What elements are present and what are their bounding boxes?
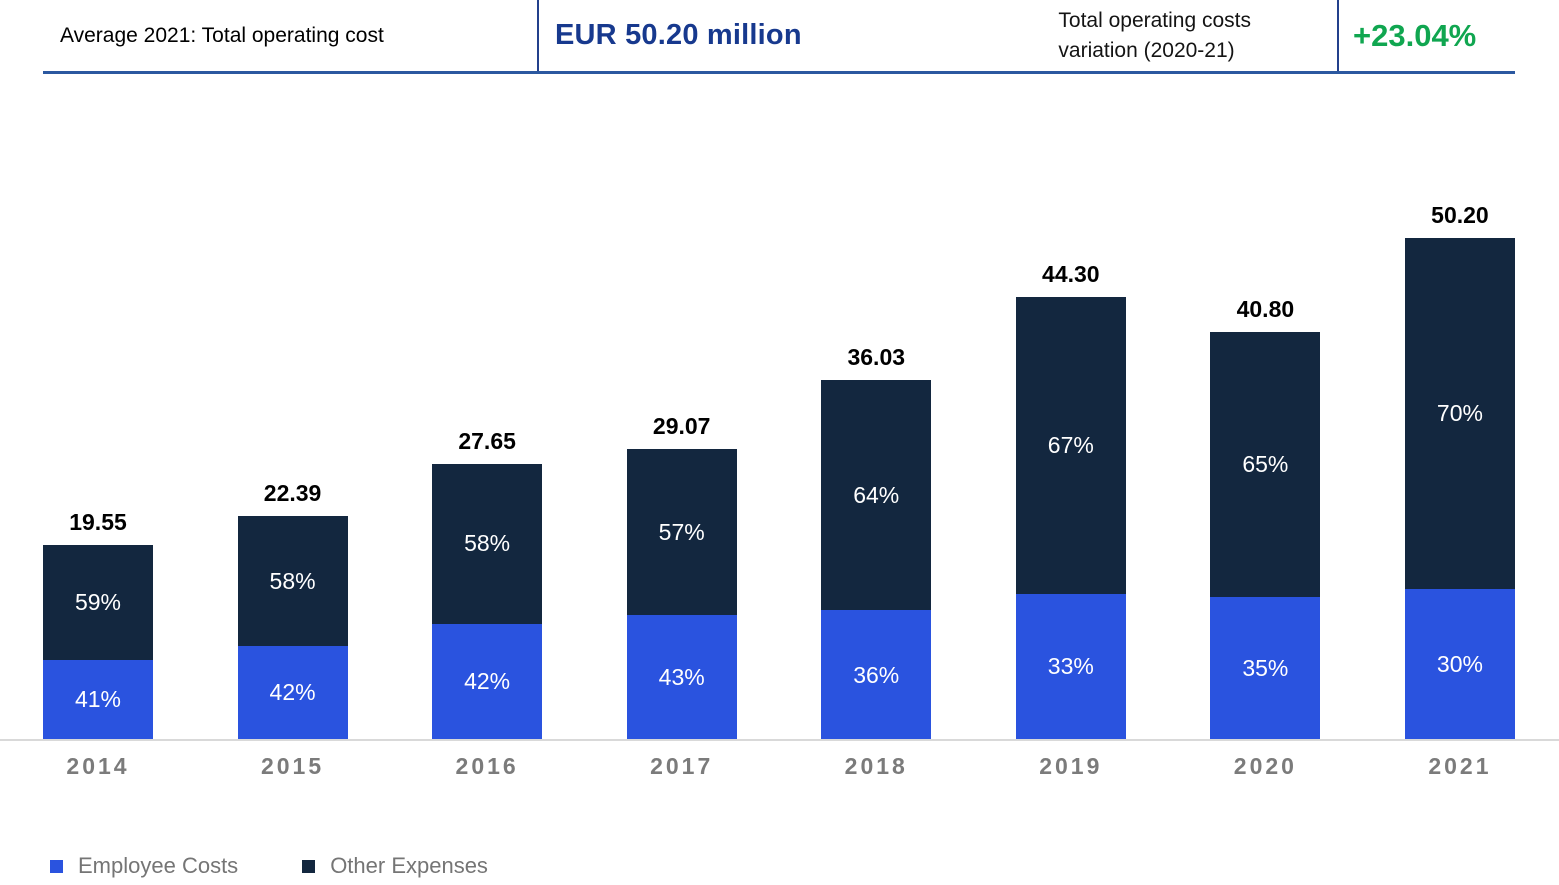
bar-column-2014: 19.55 59% 41% [43,509,153,740]
segment-employee-costs: 42% [432,623,543,740]
bar-column-2018: 36.03 64% 36% [821,343,932,740]
segment-percent-label: 42% [269,679,316,706]
segment-percent-label: 70% [1436,400,1483,427]
legend-label: Employee Costs [78,853,239,878]
segment-other-expenses: 67% [1015,297,1126,594]
bars-container: 19.55 59% 41% 22.39 58% 42% 27.65 58% 42% 29.07 57… [43,0,1515,740]
stacked-bar: 65% 35% [1210,332,1321,740]
segment-employee-costs: 35% [1210,597,1321,740]
total-value-label: 50.20 [1431,202,1489,229]
segment-percent-label: 58% [464,530,511,557]
chart-legend: Employee Costs Other Expenses [50,853,488,879]
segment-percent-label: 35% [1242,655,1289,682]
total-value-label: 27.65 [458,427,516,454]
stacked-bar: 57% 43% [626,449,737,740]
legend-swatch-icon [302,859,316,873]
kpi-header: Average 2021: Total operating cost EUR 5… [43,0,1515,74]
legend-swatch-icon [50,859,63,873]
total-value-label: 40.80 [1236,296,1295,323]
x-axis-tick-label: 2016 [455,753,519,779]
x-axis-tick-label: 2014 [66,753,130,779]
legend-label: Other Expenses [330,853,488,878]
variation-value: +23.04% [1353,17,1477,53]
segment-employee-costs: 36% [821,610,932,740]
segment-percent-label: 30% [1436,651,1483,678]
average-cost-label: Average 2021: Total operating cost [60,23,384,47]
bar-column-2017: 29.07 57% 43% [626,413,737,740]
segment-employee-costs: 30% [1404,589,1515,740]
segment-other-expenses: 59% [43,544,153,660]
segment-employee-costs: 41% [43,659,153,740]
segment-employee-costs: 33% [1015,593,1126,740]
segment-other-expenses: 65% [1210,332,1321,598]
kpi-value-cell: EUR 50.20 million Total operating costs … [537,0,1337,71]
segment-percent-label: 42% [464,668,511,695]
variation-label: Total operating costs variation (2020-21… [1058,6,1251,66]
bar-column-2020: 40.80 65% 35% [1210,296,1321,740]
segment-other-expenses: 64% [821,379,932,611]
bar-column-2015: 22.39 58% 42% [237,480,348,740]
stacked-bar: 58% 42% [432,463,543,740]
total-value-label: 19.55 [69,508,127,535]
segment-percent-label: 33% [1047,653,1094,680]
segment-percent-label: 57% [658,518,705,545]
x-axis-tick-label: 2021 [1428,753,1492,779]
bar-column-2021: 50.20 70% 30% [1404,202,1515,740]
segment-other-expenses: 57% [626,449,737,615]
variation-label-line2: variation (2020-21) [1058,38,1235,62]
total-value-label: 29.07 [652,413,711,440]
total-value-label: 44.30 [1042,261,1100,288]
segment-employee-costs: 43% [626,615,737,740]
segment-percent-label: 58% [269,567,316,594]
legend-item: Employee Costs [50,853,238,879]
bar-column-2016: 27.65 58% 42% [432,427,543,740]
x-axis-tick-label: 2020 [1233,753,1297,779]
x-axis-tick-label: 2015 [260,753,325,779]
segment-percent-label: 64% [853,481,900,508]
average-cost-value: EUR 50.20 million [555,19,802,51]
segment-percent-label: 59% [74,588,122,615]
segment-percent-label: 41% [74,686,122,713]
stacked-bar: 58% 42% [237,516,348,740]
stacked-bar: 59% 41% [43,544,153,740]
segment-percent-label: 67% [1047,431,1094,458]
variation-label-line1: Total operating costs [1058,8,1251,32]
segment-other-expenses: 58% [237,516,348,646]
segment-percent-label: 65% [1242,451,1289,478]
kpi-average-cell: Average 2021: Total operating cost [43,0,537,71]
x-axis-labels: 2014 2015 2016 2017 2018 2019 2020 2021 [43,753,1515,780]
stacked-bar: 67% 33% [1015,297,1126,740]
stacked-bar: 64% 36% [821,379,932,740]
total-value-label: 36.03 [847,343,906,370]
segment-other-expenses: 70% [1404,238,1515,590]
bar-column-2019: 44.30 67% 33% [1015,261,1126,740]
total-value-label: 22.39 [263,480,322,507]
x-axis-tick-label: 2017 [650,753,714,779]
stacked-bar: 70% 30% [1404,238,1515,740]
x-axis-tick-label: 2018 [844,753,908,779]
x-axis-line [0,739,1559,741]
segment-other-expenses: 58% [432,463,543,624]
x-axis-tick-label: 2019 [1039,753,1103,779]
segment-percent-label: 36% [853,661,900,688]
segment-percent-label: 43% [658,664,705,690]
legend-item: Other Expenses [302,853,488,879]
segment-employee-costs: 42% [237,645,348,740]
kpi-variation-cell: +23.04% [1337,0,1515,71]
